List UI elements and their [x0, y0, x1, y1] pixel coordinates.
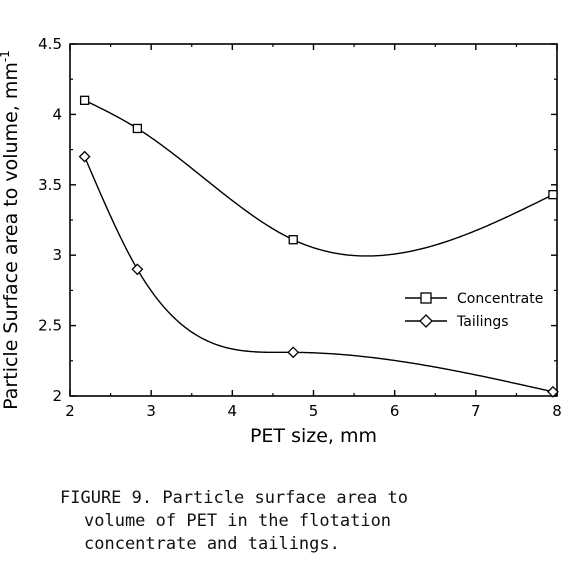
y-axis-title-text: Particle Surface area to volume, mm	[0, 62, 22, 410]
data-point-diamond	[287, 346, 300, 359]
x-tick-label: 7	[471, 402, 481, 420]
y-tick-label: 4.5	[38, 35, 62, 53]
x-tick-label: 8	[552, 402, 562, 420]
plot-frame	[69, 43, 558, 397]
y-tick-label: 2	[52, 387, 62, 405]
y-tick-label: 3	[52, 246, 62, 264]
x-tick-label: 3	[146, 402, 156, 420]
data-point-diamond	[78, 150, 91, 163]
caption-line-1: FIGURE 9. Particle surface area to	[60, 488, 408, 508]
y-axis-title-superscript: -1	[0, 50, 12, 62]
y-tick-label: 4	[52, 105, 62, 123]
series-line-tailings	[83, 156, 554, 393]
data-point-square	[79, 95, 90, 105]
data-point-square	[132, 123, 143, 134]
series-line-concentrate	[84, 99, 554, 257]
data-point-diamond	[131, 263, 144, 276]
x-axis-title: PET size, mm	[250, 425, 377, 447]
y-tick-label: 3.5	[38, 176, 62, 194]
caption-line-2: volume of PET in the flotation	[84, 511, 392, 531]
data-point-square	[548, 190, 558, 200]
legend-diamond-marker	[419, 314, 433, 328]
legend-label-concentrate: Concentrate	[457, 291, 543, 307]
x-tick-label: 4	[228, 402, 238, 420]
x-tick-label: 5	[309, 402, 319, 420]
chart: 2 3 4 5 6 7 822.533.544.5 ConcentrateTailings …	[0, 35, 562, 447]
y-tick-label: 2.5	[38, 317, 62, 335]
x-tick-label: 6	[390, 402, 400, 420]
legend-square-marker	[420, 292, 432, 304]
caption-line-3: concentrate and tailings.	[84, 534, 340, 554]
figure-caption: FIGURE 9. Particle surface area to volum…	[60, 487, 560, 556]
data-point-diamond	[547, 385, 559, 398]
x-tick-label: 2	[65, 402, 75, 420]
legend-label-tailings: Tailings	[456, 314, 509, 330]
y-axis-title: Particle Surface area to volume, mm-1	[0, 50, 22, 410]
data-point-square	[288, 235, 298, 245]
